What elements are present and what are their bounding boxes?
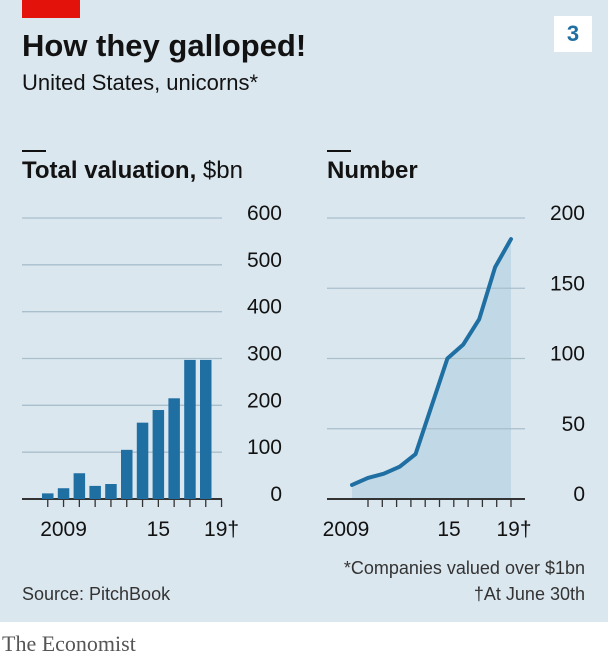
left-y-tick-label: 200 [247, 389, 282, 412]
left-x-tick-label: 19† [204, 518, 239, 541]
chart-title: How they galloped! [22, 28, 307, 63]
left-y-tick-label: 0 [270, 483, 282, 506]
left-panel-unit: $bn [202, 157, 243, 184]
right-y-tick-label: 50 [562, 413, 585, 436]
right-panel-title: Number [327, 157, 418, 184]
footnote-companies: *Companies valued over $1bn [343, 558, 585, 578]
right-y-tick-label: 100 [550, 343, 585, 366]
valuation-bar [121, 449, 133, 499]
left-panel-title: Total valuation, $bn [22, 157, 243, 185]
left-y-tick-label: 600 [247, 202, 282, 225]
valuation-bar [73, 473, 86, 499]
left-x-tick-label: 2009 [40, 518, 87, 541]
right-x-tick-label: 2009 [323, 518, 370, 541]
number-area-fill [352, 239, 511, 499]
valuation-bar [200, 359, 212, 499]
left-panel-rule [22, 150, 46, 152]
left-y-tick-label: 500 [247, 249, 282, 272]
footnote-date: †At June 30th [473, 584, 585, 604]
left-x-tick-label: 15 [147, 518, 170, 541]
valuation-bar [168, 398, 180, 499]
valuation-bar [184, 359, 196, 499]
right-x-tick-label: 15 [437, 518, 460, 541]
valuation-bar [152, 410, 165, 499]
chart-subtitle: United States, unicorns* [22, 70, 259, 95]
left-y-tick-label: 400 [247, 296, 282, 319]
figure-panel: 3 How they galloped! United States, unic… [0, 0, 608, 622]
left-y-tick-label: 100 [247, 436, 282, 459]
source-note: Source: PitchBook [22, 584, 171, 604]
right-y-tick-label: 150 [550, 272, 585, 295]
right-x-tick-label: 19† [496, 518, 531, 541]
valuation-bar [57, 488, 70, 499]
right-y-tick-label: 200 [550, 202, 585, 225]
valuation-bar [42, 493, 54, 499]
panel-number-badge: 3 [554, 16, 592, 52]
charts-svg: 0 100 200 300 400 500 600 2009 15 19† 0 50 100 150 200… [22, 202, 585, 541]
left-panel-title-text: Total valuation, [22, 157, 197, 184]
valuation-bar [105, 484, 117, 499]
right-panel-rule [327, 150, 351, 152]
brand-red-tag [22, 0, 80, 18]
valuation-bar [89, 485, 101, 499]
valuation-bar [136, 422, 149, 499]
right-y-tick-label: 0 [573, 483, 585, 506]
left-y-tick-label: 300 [247, 343, 282, 366]
economist-brand: The Economist [2, 631, 136, 656]
